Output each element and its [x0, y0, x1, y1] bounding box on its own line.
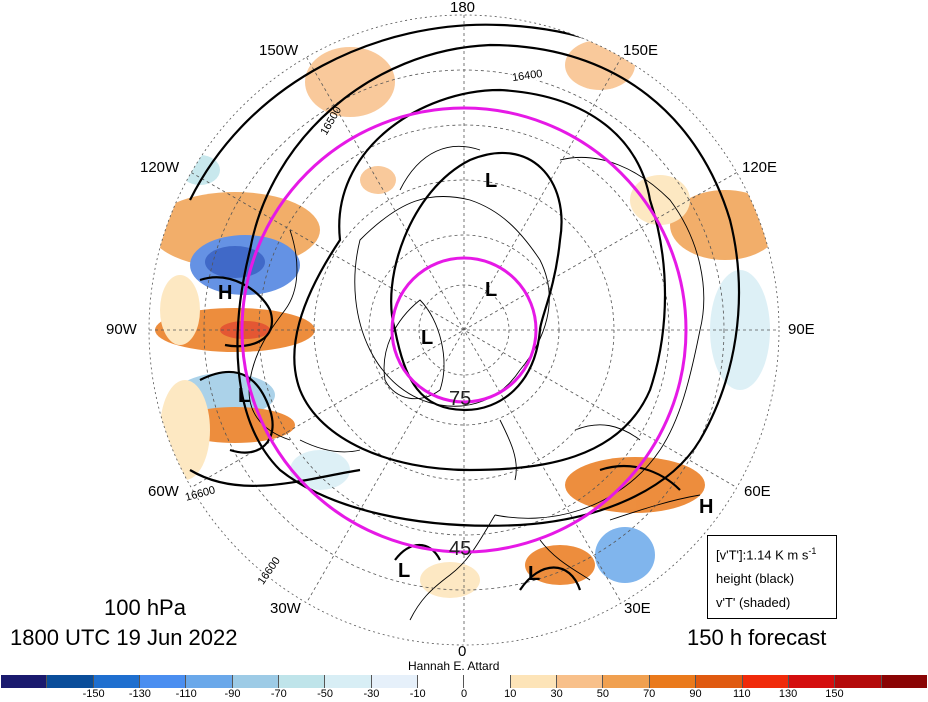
lon-label-90w: 90W — [106, 321, 137, 338]
colorbar-swatch — [557, 675, 604, 688]
lon-label-120e: 120E — [742, 159, 778, 176]
colorbar-swatch — [881, 675, 927, 688]
legend-vt-shaded: v'T' (shaded) — [716, 595, 791, 611]
colorbar-tick-label: -70 — [270, 688, 287, 700]
colorbar-swatch — [649, 675, 697, 688]
colorbar-tick-label: 30 — [550, 688, 563, 700]
lat-label-75: 75 — [449, 388, 472, 410]
colorbar-swatch — [232, 675, 280, 688]
colorbar-swatch — [186, 675, 233, 688]
lon-label-150w: 150W — [259, 42, 299, 59]
lat-label-45: 45 — [449, 538, 472, 560]
legend-box: [v'T']:1.14 K m s-1 height (black) v'T' … — [707, 535, 837, 619]
colorbar-tick-label: -10 — [409, 688, 426, 700]
colorbar-swatch — [47, 675, 94, 688]
lon-label-120w: 120W — [140, 159, 180, 176]
low-center: L — [421, 327, 434, 349]
colorbar-swatch — [464, 675, 511, 688]
colorbar-swatch — [325, 675, 372, 688]
colorbar-tick-label: -150 — [82, 688, 105, 700]
coastlines — [248, 146, 705, 621]
colorbar — [1, 675, 927, 688]
legend-height: height (black) — [716, 571, 795, 587]
colorbar-swatch — [93, 675, 141, 688]
lon-label-90e: 90E — [788, 321, 815, 338]
colorbar-tick-label: 50 — [596, 688, 610, 700]
legend-vt-scale: [v'T']:1.14 K m s-1 — [716, 546, 817, 563]
lon-label-60e: 60E — [744, 483, 771, 500]
colorbar-tick-label: 90 — [689, 688, 702, 700]
colorbar-tick-label: -110 — [175, 688, 197, 700]
low-center: L — [485, 279, 498, 301]
colorbar-tick-label: 70 — [643, 688, 656, 700]
low-center: L — [485, 170, 498, 192]
author-credit: Hannah E. Attard — [408, 659, 500, 673]
pressure-level-title: 100 hPa — [104, 595, 186, 620]
lon-label-60w: 60W — [148, 483, 179, 500]
colorbar-tick-label: -90 — [224, 688, 241, 700]
valid-time-title: 1800 UTC 19 Jun 2022 — [10, 625, 238, 650]
lon-label-180: 180 — [450, 0, 476, 16]
graticule — [149, 15, 779, 645]
lon-label-150e: 150E — [623, 42, 659, 59]
colorbar-swatch — [835, 675, 882, 688]
colorbar-swatch — [279, 675, 326, 688]
colorbar-tick-label: 10 — [504, 688, 517, 700]
colorbar-swatch — [603, 675, 650, 688]
lon-label-30w: 30W — [270, 600, 301, 617]
lon-label-0: 0 — [458, 643, 467, 660]
low-center: L — [398, 560, 411, 582]
colorbar-swatch — [742, 675, 789, 688]
colorbar-tick-label: -130 — [128, 688, 151, 700]
high-center: H — [218, 282, 233, 304]
colorbar-swatch — [1, 675, 48, 688]
colorbar-tick-label: 0 — [460, 688, 468, 700]
low-center: L — [528, 563, 541, 585]
latitude-rings — [240, 106, 688, 554]
colorbar-tick-label: 150 — [825, 688, 844, 700]
colorbar-swatch — [140, 675, 187, 688]
lon-label-30e: 30E — [624, 600, 651, 617]
colorbar-swatch — [696, 675, 743, 688]
colorbar-swatch — [371, 675, 419, 688]
high-center: H — [699, 496, 714, 518]
colorbar-swatch — [788, 675, 836, 688]
colorbar-tick-label: -30 — [363, 688, 380, 700]
colorbar-tick-label: -50 — [317, 688, 334, 700]
low-center: L — [238, 385, 251, 407]
colorbar-tick-label: 110 — [733, 688, 751, 700]
map-boundary — [148, 14, 780, 646]
colorbar-swatch — [418, 675, 465, 688]
colorbar-swatch — [510, 675, 558, 688]
colorbar-tick-label: 130 — [778, 688, 798, 700]
forecast-hour-title: 150 h forecast — [687, 625, 827, 650]
